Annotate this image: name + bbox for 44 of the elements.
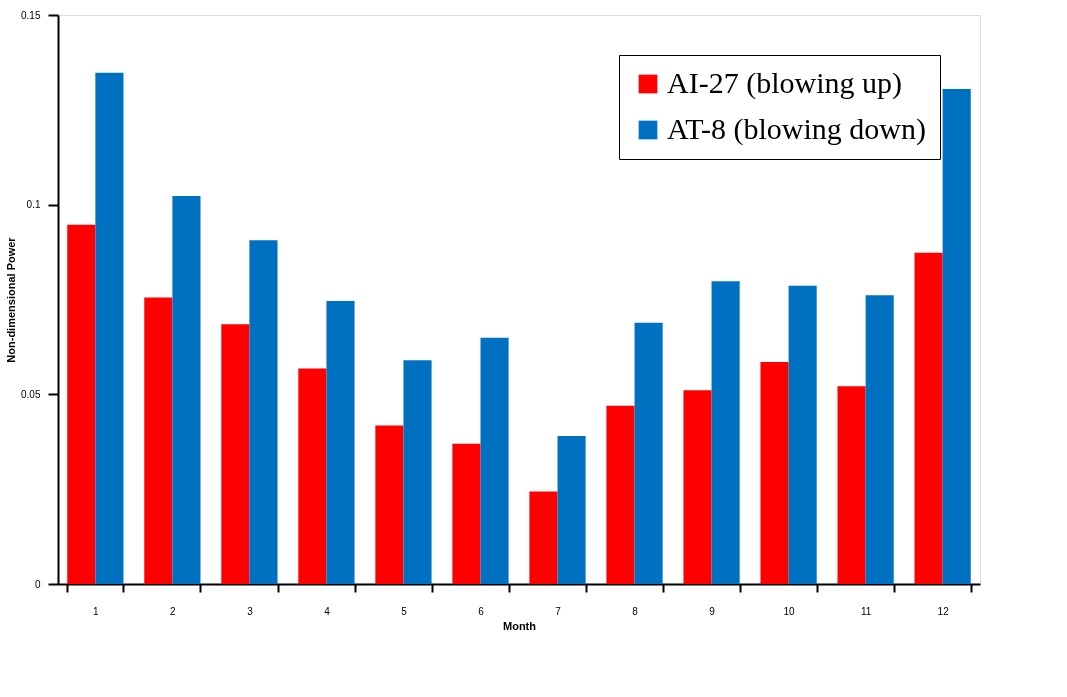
bar bbox=[760, 362, 789, 584]
legend-label: AI-27 (blowing up) bbox=[667, 66, 902, 100]
x-tick-label: 10 bbox=[783, 605, 796, 617]
x-tick-label: 8 bbox=[632, 605, 639, 617]
bar bbox=[144, 297, 173, 584]
y-tick-label: 0.05 bbox=[21, 388, 41, 400]
y-tick-label: 0.1 bbox=[26, 199, 41, 211]
bar bbox=[403, 360, 432, 584]
x-tick-label: 7 bbox=[555, 605, 562, 617]
bar bbox=[914, 252, 943, 584]
bar bbox=[172, 195, 201, 584]
bar bbox=[529, 491, 558, 584]
x-tick-label: 3 bbox=[247, 605, 254, 617]
x-tick-label: 5 bbox=[401, 605, 408, 617]
legend-label: AT-8 (blowing down) bbox=[667, 112, 926, 146]
bar bbox=[942, 88, 971, 584]
bar bbox=[865, 295, 894, 584]
x-tick-label: 9 bbox=[709, 605, 716, 617]
x-tick-label: 2 bbox=[170, 605, 177, 617]
bar bbox=[298, 368, 327, 584]
y-axis-title: Non-dimensional Power bbox=[5, 236, 18, 363]
bar bbox=[683, 390, 712, 584]
bar bbox=[375, 425, 404, 584]
bar bbox=[67, 224, 96, 584]
x-tick-label: 11 bbox=[860, 605, 872, 617]
y-tick-label: 0 bbox=[34, 578, 41, 590]
bar bbox=[557, 436, 586, 584]
bar bbox=[606, 405, 635, 584]
bar bbox=[452, 443, 481, 584]
bar bbox=[95, 72, 124, 584]
bar bbox=[249, 240, 278, 584]
x-tick-label: 4 bbox=[324, 605, 331, 617]
x-tick-label: 6 bbox=[478, 605, 485, 617]
bar bbox=[480, 337, 509, 584]
bar bbox=[634, 322, 663, 584]
x-tick-label: 12 bbox=[937, 605, 950, 617]
bar bbox=[711, 281, 740, 584]
bar bbox=[221, 324, 250, 584]
x-axis-title: Month bbox=[503, 619, 537, 632]
bar bbox=[788, 285, 817, 584]
bar bbox=[326, 301, 355, 584]
x-tick-label: 1 bbox=[93, 605, 100, 617]
y-tick-label: 0.15 bbox=[21, 9, 41, 21]
bar bbox=[837, 386, 866, 584]
